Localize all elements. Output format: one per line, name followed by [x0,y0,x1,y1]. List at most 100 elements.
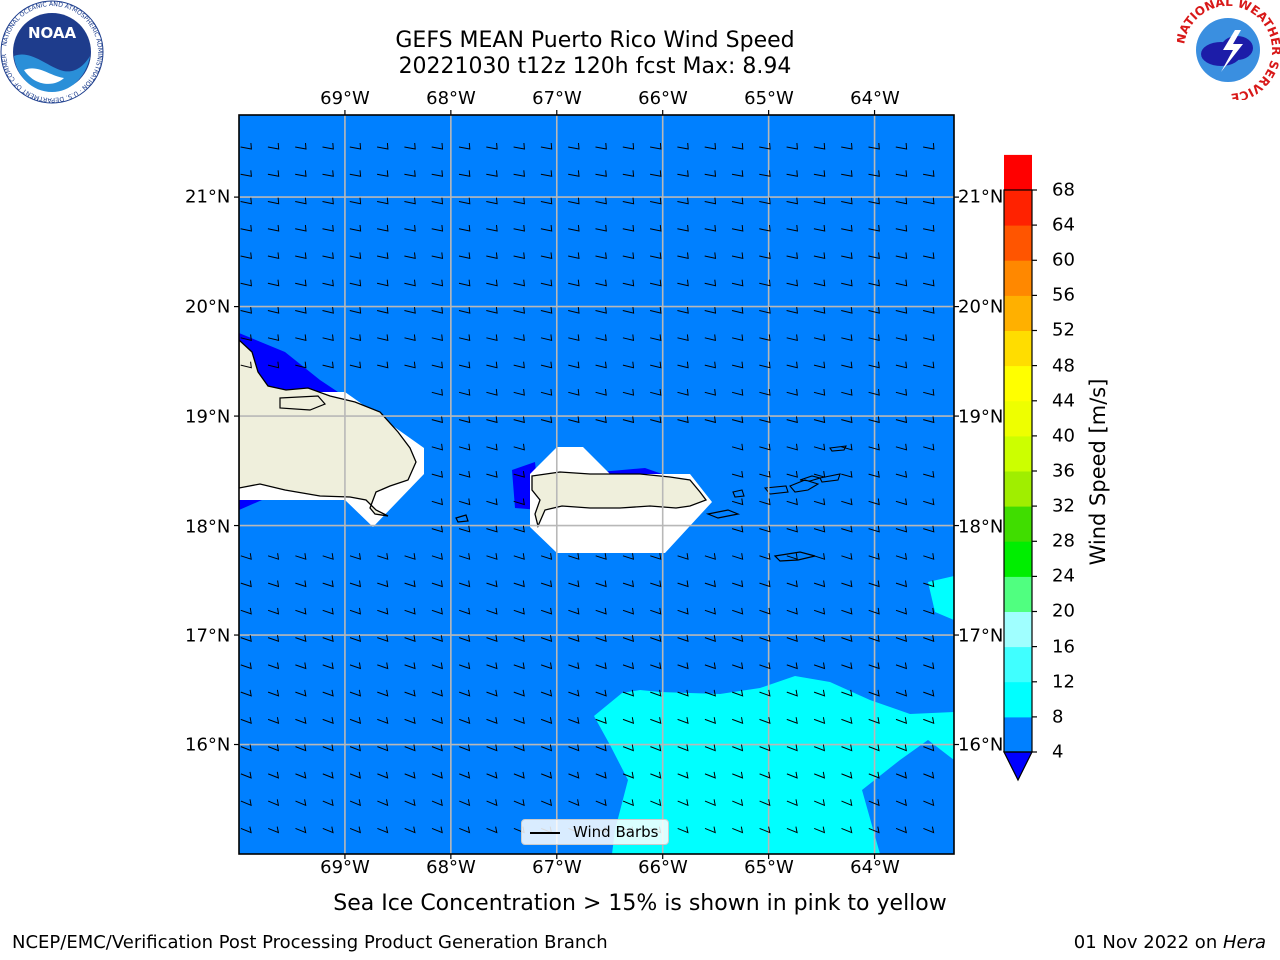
wind-barb [813,197,826,205]
wind-barb [677,826,689,834]
wind-barb [349,744,361,752]
sea-ice-note: Sea Ice Concentration > 15% is shown in … [333,891,947,916]
wind-barb [431,443,443,451]
wind-barb [513,744,525,752]
wind-barb [459,662,471,670]
wind-barb [677,307,689,314]
wind-barb [486,553,498,560]
wind-barb [486,799,498,807]
wind-barb [458,416,471,424]
wind-barb [568,142,580,150]
wind-barb [377,717,389,724]
wind-barb [513,662,525,670]
wind-field-8-12-south [594,676,954,854]
wind-barb [568,279,580,287]
wind-barb [240,170,252,177]
wind-barb [349,662,362,670]
wind-barb [650,197,662,205]
wind-barb [650,717,662,724]
wind-barb [895,689,908,697]
wind-barb [931,853,933,854]
wind-barb [568,361,580,369]
wind-barb [568,771,580,779]
wind-barb [677,252,689,260]
wind-barb [704,252,717,260]
colorbar-tick: 16 [1052,636,1075,658]
wind-barb [923,498,935,506]
wind-barb [267,307,280,314]
wind-barb [923,717,935,724]
wind-barb [922,252,935,260]
wind-barb [923,361,935,369]
wind-barb [814,826,826,834]
wind-barb [895,224,908,232]
wind-barb [540,607,553,615]
wind-barb [513,771,525,779]
wind-barb [649,279,662,287]
wind-barb [923,607,935,615]
wind-barb [568,635,580,642]
wind-barb [267,361,280,369]
wind-barb [704,279,717,287]
wind-barb [513,334,525,342]
wind-barb [868,416,880,424]
wind-barb [713,853,715,854]
wind-barb [267,689,280,697]
wind-barb [404,689,416,697]
wind-barb [377,553,389,560]
wind-barb [650,635,662,642]
wind-barb [568,553,580,560]
wind-barb [895,799,907,807]
wind-barb [677,580,689,588]
wind-barb [513,635,525,642]
wind-barb [377,580,389,588]
legend-label: Wind Barbs [573,823,659,841]
wind-barb [513,361,525,369]
wind-barb [813,307,826,314]
wind-barb [431,197,444,205]
wind-barb [459,771,471,779]
lon-tick-top: 68°W [426,88,476,109]
wind-barb [732,799,744,807]
wind-barb [923,662,935,670]
wind-barb [431,224,444,232]
wind-barb [595,717,607,724]
wind-barb [677,197,689,205]
wind-barb [268,799,280,807]
wind-barb [759,142,771,150]
wind-barb [841,498,853,506]
wind-barb [604,853,606,854]
wind-barb [295,689,307,697]
wind-barb [677,170,689,177]
wind-barb [377,635,389,642]
wind-barb [732,553,744,560]
wind-barb [513,471,525,478]
wind-barb [322,580,334,588]
wind-barb [895,170,908,177]
wind-barb [895,252,908,260]
wind-barb [458,142,471,150]
wind-barb [677,142,689,150]
wind-barb [513,389,525,396]
wind-barb [459,689,471,697]
wind-barb [868,826,880,834]
wind-barb [268,744,280,752]
wind-barb [704,416,716,424]
wind-barb [513,525,525,533]
wind-barb [349,252,362,260]
wind-barb [431,744,443,752]
footer-date: 01 Nov 2022 on Hera [1074,932,1266,953]
wind-barb [813,389,826,396]
wind-barb [622,771,634,779]
wind-barb [841,525,853,533]
wind-barb [868,525,880,533]
wind-barb [568,689,580,697]
wind-barb [841,580,853,588]
wind-barb [759,553,771,560]
wind-barb [649,307,662,314]
wind-barb [895,826,907,834]
wind-barb [404,279,416,287]
wind-barb [540,689,553,697]
wind-barb [486,635,498,642]
wind-barb [650,389,662,396]
